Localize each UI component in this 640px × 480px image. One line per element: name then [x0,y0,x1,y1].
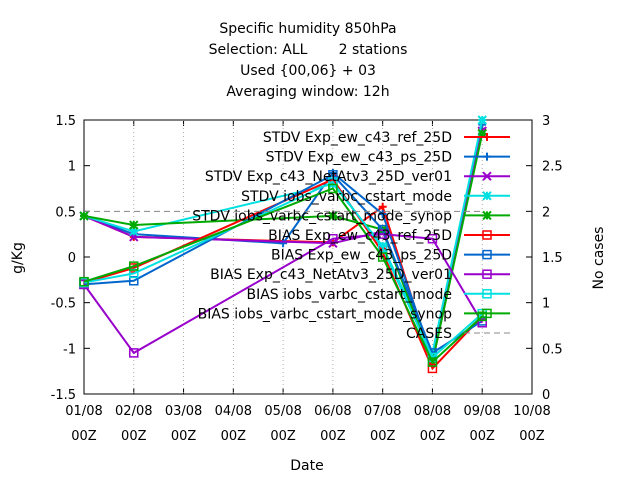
legend-label: BIAS Exp_ew_c43_ref_25D [268,228,452,244]
legend-label: BIAS Exp_c43_NetAtv3_25D_ver01 [210,267,452,283]
x-tick-label-hour: 00Z [71,429,97,444]
y-tick-label: 1 [68,160,76,175]
legend-marker [482,308,492,319]
y2-tick-label: 1.5 [542,251,563,266]
data-point [377,252,388,262]
legend-marker [482,210,492,221]
legend-label: STDV Exp_ew_c43_ref_25D [263,130,452,146]
legend-label: BIAS iobs_varbc_cstart_mode [247,287,453,303]
x-tick-label-date: 02/08 [115,404,152,419]
x-tick-label-hour: 00Z [221,429,247,444]
y2-tick-label: 3 [542,114,550,129]
series-9 [79,183,487,367]
series-line [83,187,483,364]
x-axis-ticks: 01/08 00Z 02/08 00Z 03/08 00Z 04/08 00Z 05/08 00Z… [65,120,551,444]
series-layer [79,115,487,374]
y-axis-label: g/Kg [10,242,26,274]
legend-label: BIAS iobs_varbc_cstart_mode_synop [198,306,453,322]
x-tick-label-date: 01/08 [65,404,102,419]
data-point [427,357,438,367]
y2-tick-label: 1 [542,297,550,312]
data-point [328,177,338,187]
chart-title-line-4: Averaging window: 12h [226,84,389,100]
data-point [79,276,89,287]
y-tick-label: 1.5 [55,114,76,129]
legend-label: BIAS Exp_ew_c43_ps_25D [271,248,452,264]
data-point [328,211,338,221]
y-tick-label: -1.5 [51,388,76,403]
series-line [83,180,483,360]
x-tick-label-date: 07/08 [364,404,401,419]
y2-axis-label: No cases [591,227,607,290]
y-axis-ticks: 1.5 1 0.5 0 -0.5 -1 -1.5 [51,114,532,403]
series-line [83,173,483,355]
data-point [129,226,139,237]
x-tick-label-date: 04/08 [215,404,252,419]
x-tick-label-hour: 00Z [469,429,495,444]
data-point [378,210,387,219]
legend-marker [483,133,491,141]
x-tick-label-date: 09/08 [463,404,500,419]
data-point [377,243,388,253]
legend-label: CASES [406,326,452,342]
data-point [328,233,338,244]
y-tick-label: 0 [68,251,76,266]
y-tick-label: -1 [63,342,76,357]
data-point [129,348,139,358]
legend-marker [482,191,492,201]
x-tick-label-hour: 00Z [420,429,446,444]
legend-marker [483,152,491,161]
data-point [377,229,388,239]
x-tick-label-hour: 00Z [370,429,396,444]
x-tick-label-date: 03/08 [165,404,202,419]
data-point [477,128,487,139]
y2-axis-ticks: 3 2.5 2 1.5 1 0.5 0 [542,114,563,403]
legend-marker [482,269,492,279]
data-point [427,233,438,244]
legend-label: STDV iobs_varbc_cstart_mode [241,189,452,205]
y2-tick-label: 0 [542,388,550,403]
x-axis-label: Date [290,458,323,474]
legend-marker [482,249,492,260]
chart-title-line-1: Specific humidity 850hPa [219,21,396,37]
x-tick-label-hour: 00Z [519,429,545,444]
data-point [377,241,388,251]
y2-tick-label: 2 [542,205,550,220]
x-tick-label-hour: 00Z [270,429,296,444]
x-tick-label-date: 05/08 [264,404,301,419]
data-point [279,239,288,248]
data-point [427,363,438,374]
y2-tick-label: 2.5 [542,160,563,175]
data-point [477,318,487,328]
x-tick-label-hour: 00Z [121,429,147,444]
legend-label: STDV iobs_varbc_cstart_mode_synop [192,208,452,224]
series-line [83,233,484,355]
data-point [79,211,89,221]
data-point [328,183,338,194]
x-tick-label-date: 10/08 [513,404,550,419]
legend-label: STDV Exp_ew_c43_ps_25D [266,150,452,166]
data-point [477,311,487,322]
chart-title-line-3: Used {00,06} + 03 [240,63,376,79]
legend-label: STDV Exp_c43_NetAtv3_25D_ver01 [205,169,452,185]
y-tick-label: -0.5 [51,297,76,312]
data-point [129,220,139,230]
legend-marker [482,171,492,181]
x-tick-label-hour: 00Z [320,429,346,444]
x-tick-label-date: 08/08 [414,404,451,419]
y2-tick-label: 0.5 [542,342,563,357]
data-point [378,202,387,211]
chart-title-line-2: Selection: ALL 2 stations [209,42,408,58]
x-tick-label-hour: 00Z [171,429,197,444]
data-point [129,261,139,271]
x-tick-label-date: 06/08 [314,404,351,419]
legend-marker [482,230,492,240]
legend-marker [482,289,492,299]
y-tick-label: 0.5 [55,205,76,220]
legend: STDV Exp_ew_c43_ref_25D STDV Exp_ew_c43_p… [192,130,510,342]
data-point [477,115,487,125]
